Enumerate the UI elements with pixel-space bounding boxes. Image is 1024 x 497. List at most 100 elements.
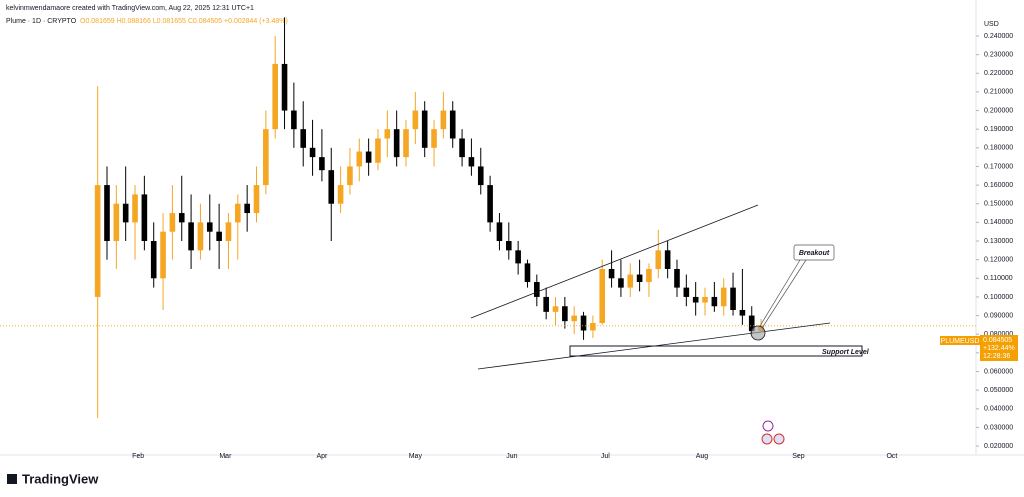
- candle-body: [365, 151, 372, 163]
- candle-body: [534, 282, 540, 297]
- y-tick-label: 0.110000: [984, 275, 1013, 282]
- candle-body: [122, 203, 129, 223]
- candle-body: [206, 222, 213, 232]
- candle-body: [720, 287, 727, 307]
- candle-body: [94, 185, 101, 297]
- event-icon: [762, 420, 774, 432]
- candle-body: [459, 138, 465, 158]
- candle-body: [664, 250, 671, 269]
- candle-body: [496, 222, 503, 242]
- candle-body: [132, 194, 138, 223]
- candle-body: [319, 157, 325, 171]
- y-tick-label: 0.200000: [984, 107, 1013, 114]
- candle-body: [739, 309, 746, 316]
- countdown: 12:28:36: [983, 353, 1010, 360]
- candle-body: [580, 315, 587, 331]
- candle-body: [646, 268, 652, 283]
- symbol-tag-label: PLUMEUSD: [941, 338, 980, 345]
- y-tick-label: 0.160000: [984, 182, 1013, 189]
- candle-body: [524, 263, 531, 283]
- support-label: Support Level: [822, 349, 870, 356]
- candle-body: [711, 296, 718, 307]
- trend-line: [470, 204, 759, 319]
- attribution: kelvinmwendamaore created with TradingVi…: [6, 5, 254, 12]
- y-tick-label: 0.210000: [984, 89, 1013, 96]
- candle-body: [169, 213, 176, 232]
- y-tick-label: 0.100000: [984, 294, 1013, 301]
- currency: USD: [984, 21, 999, 28]
- x-tick-label: Jun: [506, 453, 517, 460]
- y-tick-label: 0.020000: [984, 443, 1013, 450]
- event-icon: [773, 433, 785, 445]
- candle-body: [562, 306, 568, 322]
- candle-body: [552, 306, 559, 312]
- y-tick-label: 0.040000: [984, 406, 1013, 413]
- candle-body: [347, 166, 353, 186]
- candle-body: [487, 185, 493, 223]
- candle-body: [440, 110, 447, 130]
- candle-body: [328, 170, 335, 204]
- candle-body: [748, 315, 755, 332]
- candle-body: [599, 268, 606, 324]
- brand: TradingView: [22, 471, 99, 486]
- x-tick-label: Mar: [219, 453, 232, 460]
- x-tick-label: May: [409, 453, 423, 460]
- candle-body: [384, 129, 391, 139]
- breakout-circle: [750, 325, 766, 341]
- candle-body: [683, 287, 690, 297]
- candle-body: [674, 268, 680, 288]
- candle-body: [244, 203, 250, 214]
- symbol-tag: [940, 336, 980, 345]
- candle-body: [272, 63, 278, 130]
- candle-body: [608, 268, 615, 279]
- y-tick-label: 0.080000: [984, 331, 1013, 338]
- candle-body: [197, 222, 204, 251]
- y-tick-label: 0.030000: [984, 424, 1013, 431]
- candle-body: [477, 166, 484, 186]
- candle-body: [449, 110, 456, 139]
- candle-body: [160, 231, 166, 279]
- y-tick-label: 0.130000: [984, 238, 1013, 245]
- price-tag: [980, 335, 1018, 361]
- callout-line: [759, 259, 801, 327]
- x-tick-label: Aug: [696, 453, 709, 460]
- candle-body: [300, 129, 307, 148]
- candle-body: [692, 296, 699, 303]
- x-tick-label: Feb: [132, 453, 144, 460]
- brand-logo: [7, 474, 17, 484]
- candle-body: [627, 274, 634, 288]
- breakout-box: [793, 244, 835, 261]
- x-tick-label: Jul: [601, 453, 610, 460]
- candle-body: [590, 323, 596, 331]
- candle-body: [356, 151, 363, 167]
- candle-body: [375, 138, 381, 163]
- symbol: Plume · 1D · CRYPTO: [6, 18, 77, 25]
- y-tick-label: 0.170000: [984, 163, 1013, 170]
- last-price: 0.084505: [983, 337, 1012, 344]
- candle-body: [431, 129, 437, 148]
- candle-body: [618, 278, 624, 288]
- candle-body: [150, 241, 157, 279]
- candle-body: [515, 250, 521, 264]
- candle-body: [702, 296, 708, 303]
- candle-body: [393, 129, 400, 158]
- candle-body: [104, 185, 110, 242]
- candle-body: [571, 315, 578, 322]
- candle-body: [636, 274, 643, 283]
- plot: 0.020000 0.030000 0.040000 0.050000 0.060000…: [0, 17, 1013, 460]
- y-tick-label: 0.140000: [984, 219, 1013, 226]
- candle-body: [543, 296, 549, 312]
- x-tick-label: Apr: [316, 453, 328, 460]
- candle-body: [505, 241, 512, 251]
- candle-body: [216, 231, 222, 242]
- breakout-label: Breakout: [799, 250, 830, 257]
- candle-body: [730, 287, 736, 310]
- x-tick-label: Sep: [792, 453, 805, 460]
- y-tick-label: 0.230000: [984, 51, 1013, 58]
- y-tick-label: 0.050000: [984, 387, 1013, 394]
- event-icon: [761, 433, 773, 445]
- candle-body: [291, 110, 297, 130]
- candle-body: [178, 213, 185, 223]
